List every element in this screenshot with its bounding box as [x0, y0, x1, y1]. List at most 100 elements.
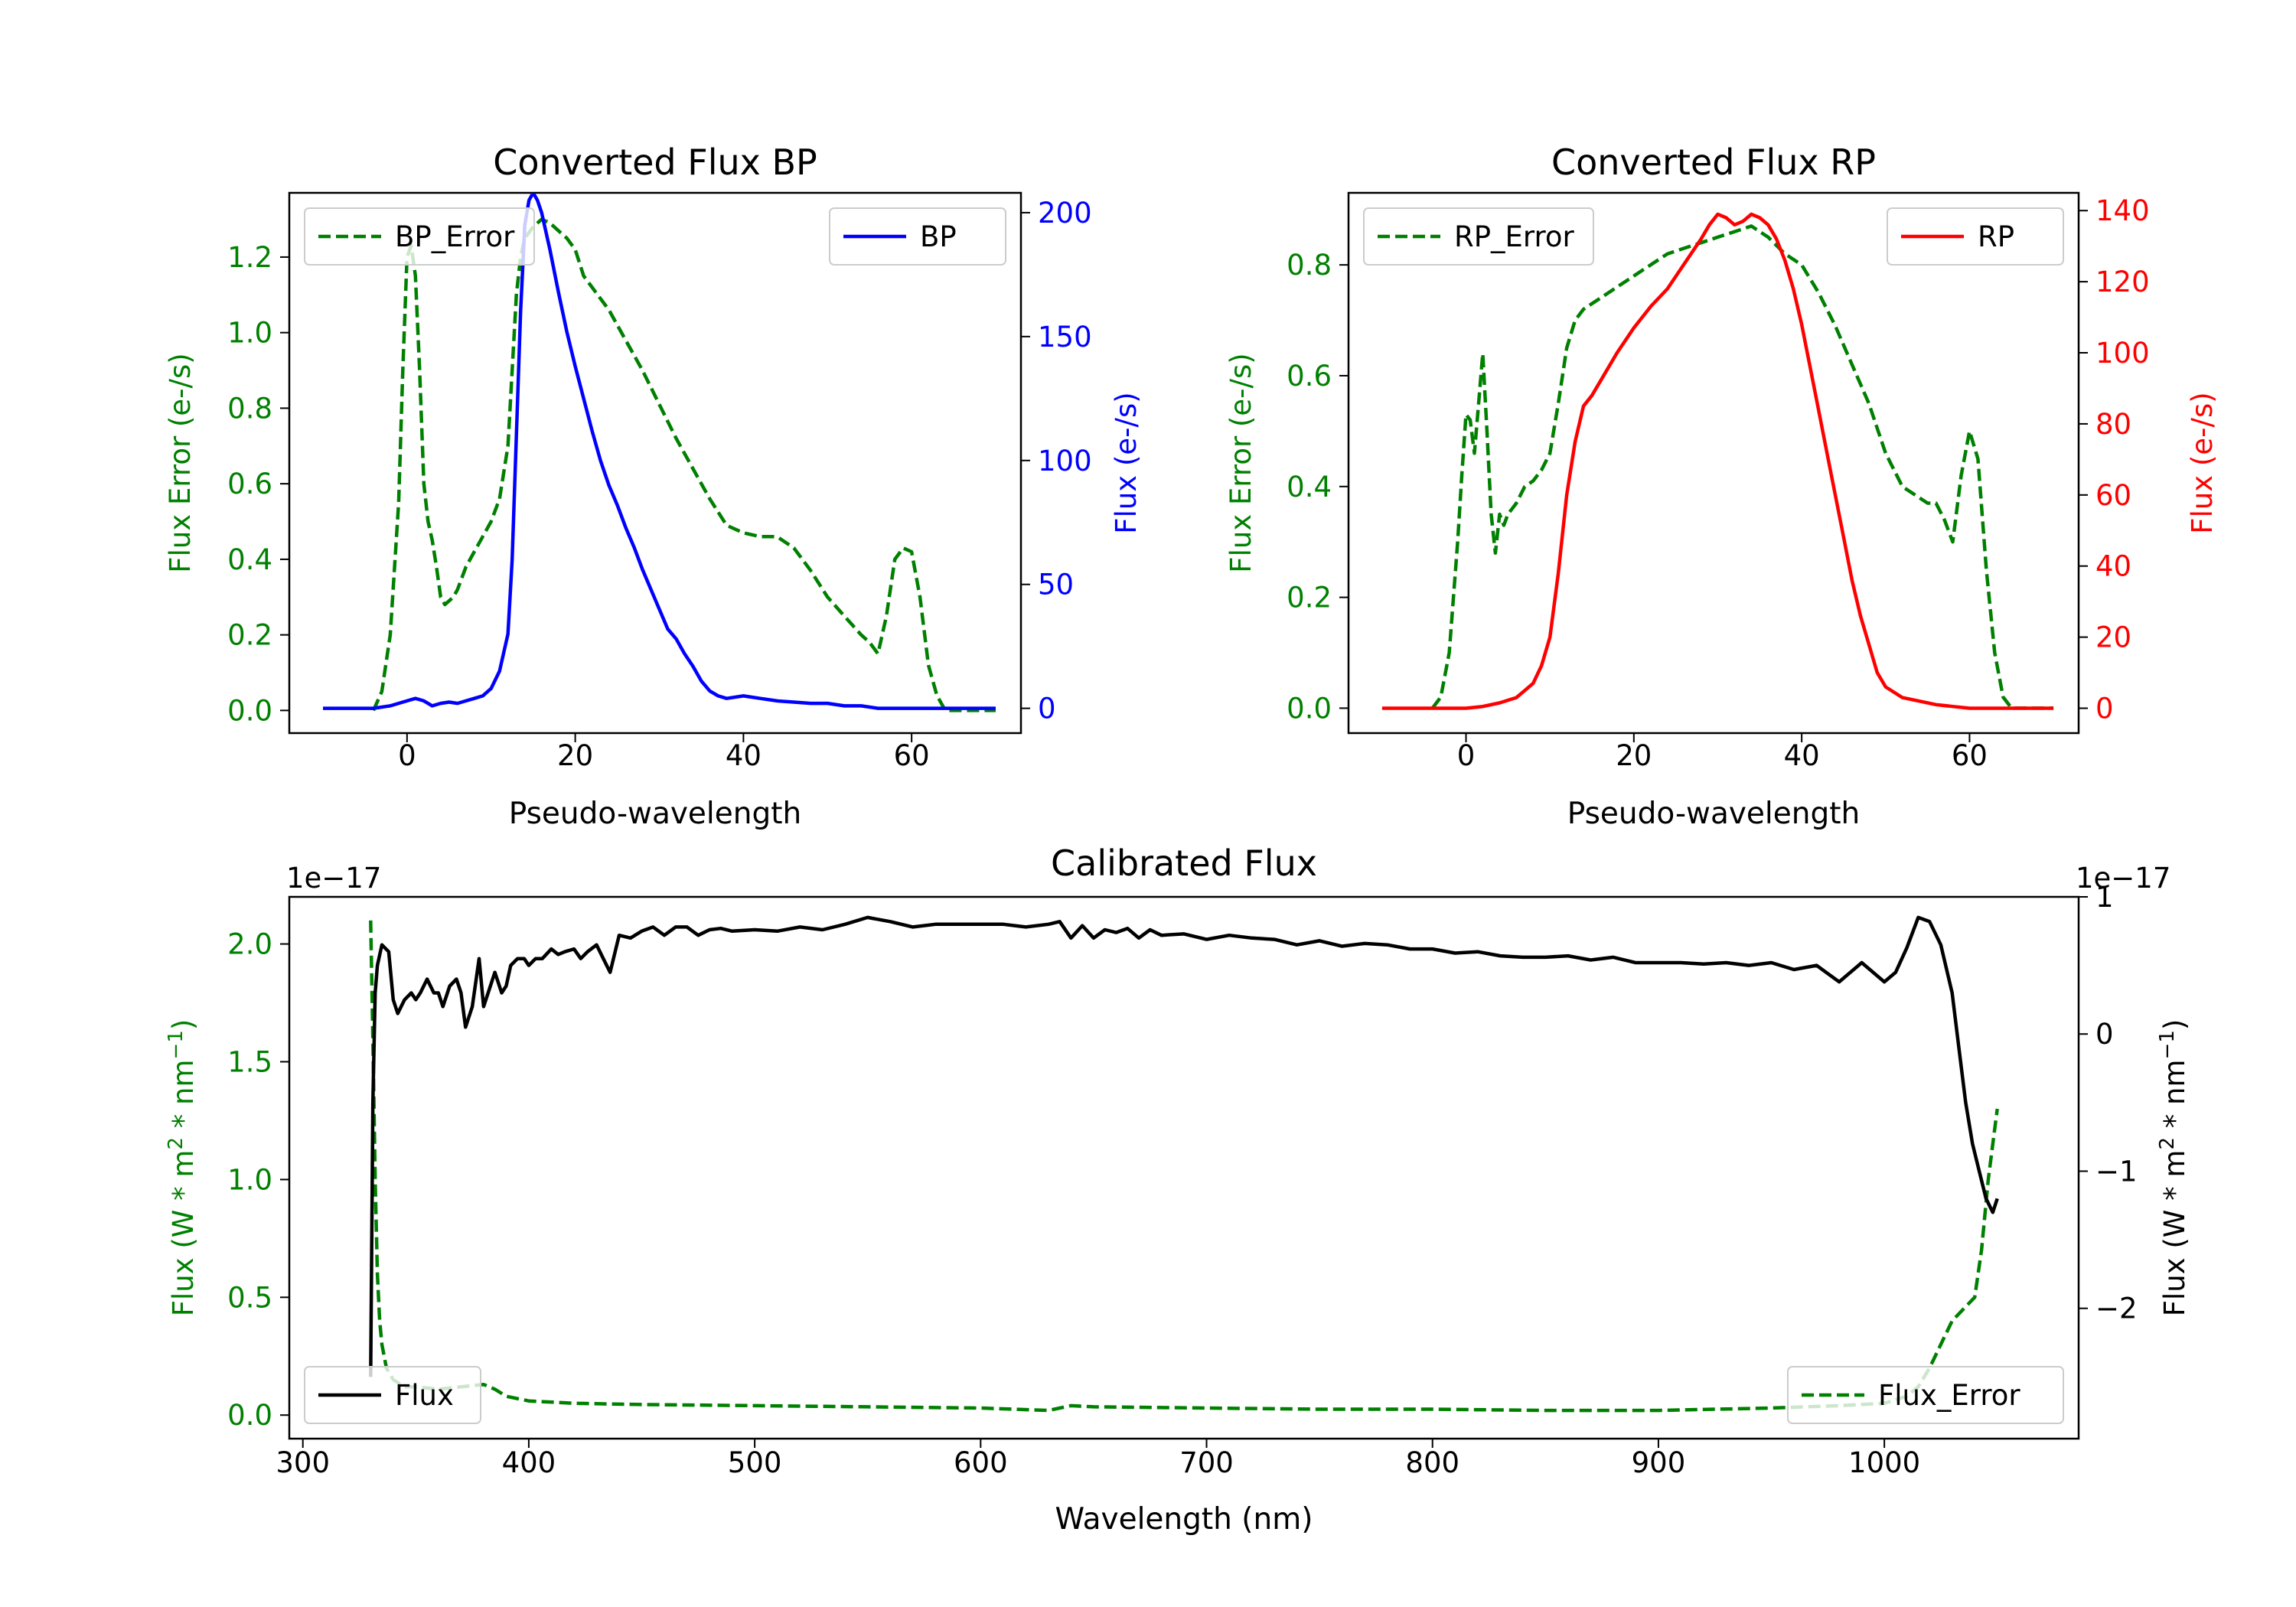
series-line-rp	[1381, 212, 2054, 710]
y-left-tick-label: 0.4	[227, 543, 272, 576]
series-line-flux	[369, 915, 1999, 1377]
y-left-tick-label: 0.0	[227, 694, 272, 727]
y-left-tick-label: 1.0	[227, 317, 272, 350]
x-tick-label: 900	[1632, 1446, 1686, 1479]
legend-rp-error: RP_Error	[1363, 207, 1594, 266]
x-tick-label: 20	[1616, 739, 1652, 772]
legend-bp-error: BP_Error	[304, 207, 535, 266]
y-right-tick-label: 140	[2095, 194, 2150, 227]
axis-label-part: Flux (W * m	[167, 1150, 200, 1317]
legend-label: Flux_Error	[1878, 1379, 2020, 1412]
legend-label: Flux	[395, 1379, 454, 1412]
axis-label-part: 2	[165, 1137, 188, 1150]
series-line-bp	[323, 193, 996, 710]
x-tick-label: 40	[726, 739, 762, 772]
chart-2: Converted Flux RP 0 20 40 60 Pseudo-wavelengt…	[1225, 142, 2219, 831]
y-right-tick-label: 150	[1038, 321, 1092, 354]
legend-box	[304, 1366, 481, 1424]
chart-title: Calibrated Flux	[1051, 843, 1317, 884]
chart-title: Converted Flux BP	[493, 142, 817, 183]
legend-flux: Flux	[304, 1366, 481, 1424]
y-right-tick-label: 80	[2095, 408, 2131, 441]
chart-1: Converted Flux BP 0 20 40 60 Pseudo-wavelengt…	[164, 142, 1143, 831]
y-left-tick-label: 0.0	[227, 1399, 272, 1432]
y-right-axis-label: Flux (e-/s)	[2186, 392, 2219, 533]
y-right-tick-label: 60	[2095, 479, 2131, 512]
series-line-rp-error	[1430, 224, 2054, 710]
x-tick-label: 20	[557, 739, 593, 772]
axis-label-part: Flux (W * m	[2158, 1150, 2191, 1317]
legend-rp: RP	[1887, 207, 2064, 266]
y-left-tick-label: 0.4	[1287, 471, 1332, 504]
axis-label-part: )	[2158, 1019, 2191, 1030]
y-left-axis-label: Flux Error (e-/s)	[1225, 353, 1257, 572]
axis-label-part: * nm	[2158, 1059, 2191, 1137]
legend-label: BP	[920, 220, 957, 253]
chart-3: Calibrated Flux 300 400 500 600 700 800 900 1000…	[165, 843, 2191, 1537]
y-right-tick-label: 120	[2095, 266, 2150, 298]
x-axis-label: Pseudo-wavelength	[509, 797, 801, 831]
x-tick-label: 700	[1179, 1446, 1234, 1479]
y-left-tick-label: 0.2	[1287, 582, 1332, 614]
y-left-tick-label: 2.0	[227, 928, 272, 961]
legend-box	[1887, 207, 2064, 266]
x-tick-label: 0	[398, 739, 416, 772]
x-tick-label: 500	[728, 1446, 782, 1479]
y-left-tick-label: 1.5	[227, 1045, 272, 1078]
plot-frame	[288, 191, 1022, 735]
legend-box	[1787, 1366, 2064, 1424]
y-right-tick-label: −1	[2095, 1155, 2138, 1188]
y-left-tick-label: 1.0	[227, 1163, 272, 1196]
y-left-tick-label: 0.2	[227, 619, 272, 652]
axis-label-part: )	[167, 1019, 200, 1030]
legend-box	[1363, 207, 1594, 266]
y-left-tick-label: 0.8	[227, 392, 272, 425]
axis-label-part: * nm	[167, 1059, 200, 1137]
plot-frame	[1347, 191, 2080, 735]
y-right-tick-label: 200	[1038, 197, 1092, 230]
chart-title: Converted Flux RP	[1551, 142, 1876, 183]
y-right-tick-label: −2	[2095, 1292, 2138, 1325]
y-left-tick-label: 0.6	[227, 468, 272, 500]
x-tick-label: 60	[1952, 739, 1988, 772]
y-left-tick-label: 0.8	[1287, 249, 1332, 282]
x-tick-label: 60	[894, 739, 930, 772]
y-right-tick-label: 20	[2095, 621, 2131, 654]
axis-label-part: −1	[2156, 1030, 2179, 1059]
y-right-axis-label: Flux (W * m2 * nm−1)	[2156, 1019, 2191, 1317]
axis-label-part: 2	[2156, 1137, 2179, 1150]
y-left-axis-label: Flux Error (e-/s)	[164, 353, 197, 572]
y-right-tick-label: 40	[2095, 550, 2131, 583]
x-axis-label: Pseudo-wavelength	[1567, 797, 1860, 831]
y-right-tick-label: 50	[1038, 569, 1074, 601]
y-left-axis-label: Flux (W * m2 * nm−1)	[165, 1019, 200, 1317]
x-axis-label: Wavelength (nm)	[1055, 1502, 1313, 1537]
x-tick-label: 0	[1457, 739, 1476, 772]
y-left-offset-text: 1e−17	[286, 862, 381, 895]
plot-frame	[288, 895, 2080, 1440]
y-left-tick-label: 0.6	[1287, 360, 1332, 393]
legend-label: RP	[1978, 220, 2014, 253]
y-right-tick-label: 0	[1038, 693, 1056, 725]
y-right-tick-label: 0	[2095, 692, 2114, 725]
axis-label-part: −1	[165, 1030, 188, 1059]
legend-bp: BP	[829, 207, 1006, 266]
legend-box	[829, 207, 1006, 266]
series-line-flux-error	[369, 920, 1999, 1413]
series-line-bp-error	[371, 217, 996, 712]
y-right-tick-label: 100	[1038, 445, 1092, 478]
x-tick-label: 600	[954, 1446, 1008, 1479]
y-right-axis-label: Flux (e-/s)	[1110, 392, 1143, 533]
legend-label: BP_Error	[395, 220, 515, 253]
x-tick-label: 1000	[1848, 1446, 1920, 1479]
y-right-offset-text: 1e−17	[2076, 862, 2170, 895]
x-tick-label: 800	[1405, 1446, 1459, 1479]
y-right-tick-label: 1	[2095, 881, 2114, 914]
x-tick-label: 400	[502, 1446, 556, 1479]
legend-box	[304, 207, 535, 266]
legend-flux-error: Flux_Error	[1787, 1366, 2064, 1424]
x-tick-label: 40	[1784, 739, 1820, 772]
x-tick-label: 300	[276, 1446, 330, 1479]
y-left-tick-label: 0.0	[1287, 692, 1332, 725]
